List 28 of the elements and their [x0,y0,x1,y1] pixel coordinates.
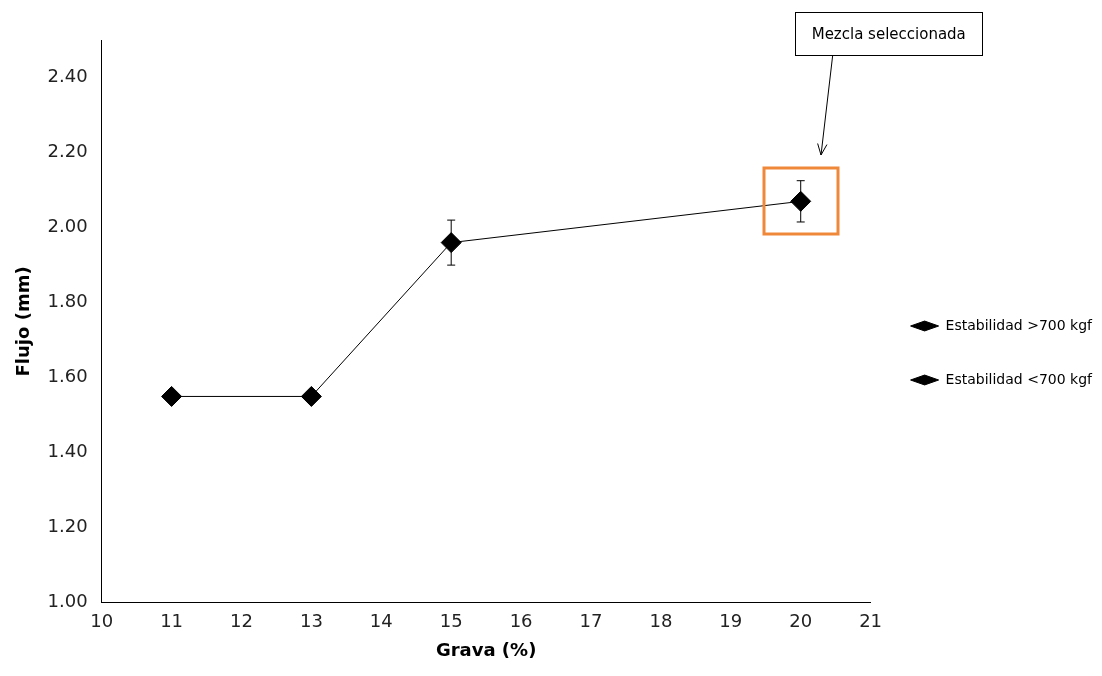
y-tick-label: 2.00 [47,215,88,237]
y-tick-label: 1.20 [47,515,88,537]
x-tick-label: 19 [719,610,743,632]
y-axis-title: Flujo (mm) [12,266,34,377]
x-tick-label: 17 [579,610,603,632]
x-tick-label: 15 [439,610,463,632]
x-tick-label: 14 [369,610,393,632]
point [300,385,322,407]
x-tick-label: 20 [789,610,813,632]
annotation: Mezcla seleccionada [794,12,983,57]
x-tick-label: 11 [160,610,184,632]
x-tick-label: 18 [649,610,673,632]
legend-label: Estabilidad <700 kgf [945,370,1094,387]
x-tick-label: 10 [90,610,114,632]
y-tick-label: 1.40 [47,440,88,462]
x-tick-label: 16 [509,610,533,632]
y-tick-label: 1.60 [47,365,88,387]
y-tick-label: 2.20 [47,140,88,162]
legend-label: Estabilidad >700 kgf [945,316,1094,333]
y-tick-label: 1.00 [47,590,88,612]
point [440,232,462,254]
x-tick-label: 13 [299,610,323,632]
y-tick-label: 1.80 [47,290,88,312]
point [161,385,183,407]
y-tick-label: 2.40 [47,65,88,87]
x-axis-title: Grava (%) [435,638,537,660]
x-tick-label: 21 [859,610,883,632]
x-tick-label: 12 [230,610,253,632]
